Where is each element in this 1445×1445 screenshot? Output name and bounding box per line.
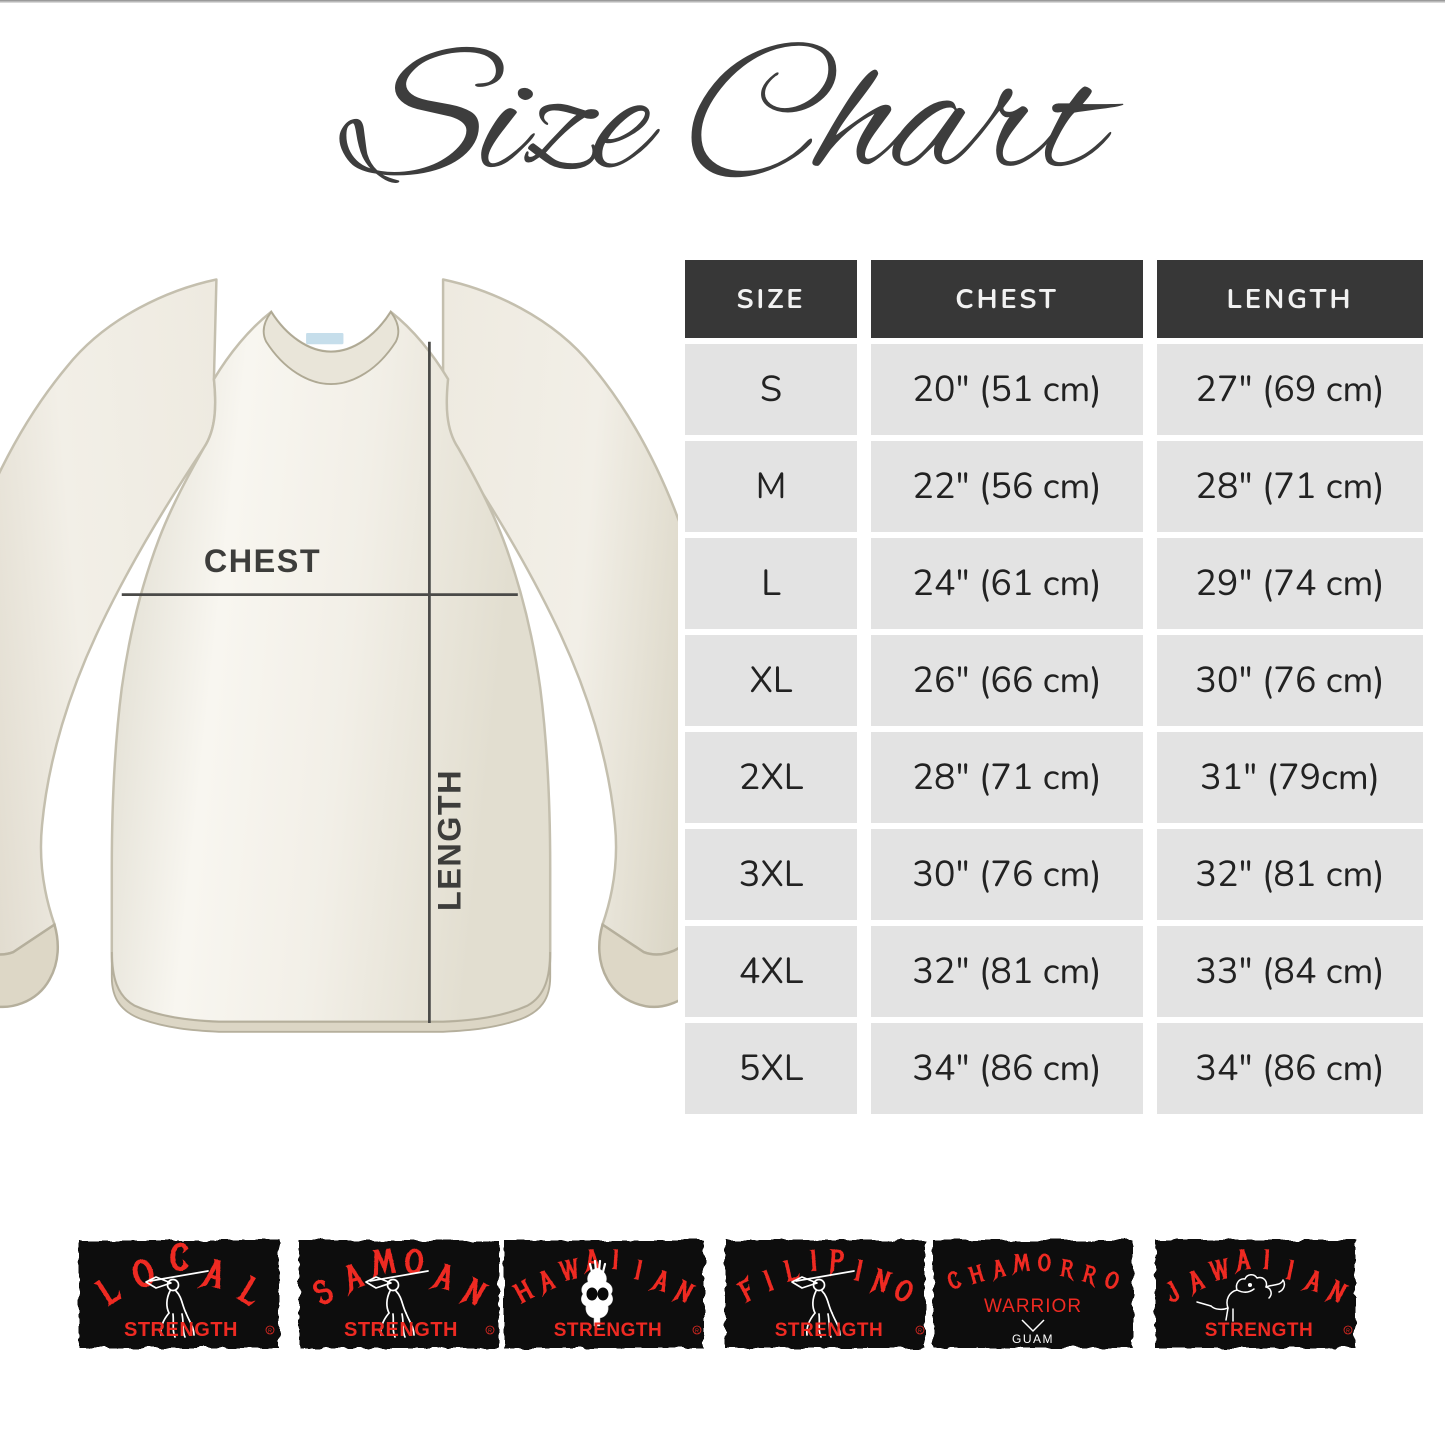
svg-text:R: R — [695, 1329, 699, 1335]
svg-text:LENGTH: LENGTH — [432, 769, 468, 911]
svg-text:STRENGTH: STRENGTH — [344, 1319, 458, 1341]
svg-text:R: R — [268, 1329, 272, 1335]
svg-text:M: M — [1010, 1248, 1031, 1279]
svg-text:GUAM: GUAM — [1012, 1332, 1054, 1346]
svg-text:WARRIOR: WARRIOR — [984, 1296, 1082, 1317]
svg-text:R: R — [918, 1329, 922, 1335]
svg-text:R: R — [488, 1329, 492, 1335]
svg-text:R: R — [1346, 1329, 1350, 1335]
svg-text:STRENGTH: STRENGTH — [124, 1319, 238, 1341]
svg-text:STRENGTH: STRENGTH — [1205, 1320, 1314, 1341]
svg-text:CHEST: CHEST — [204, 543, 321, 579]
svg-text:STRENGTH: STRENGTH — [775, 1320, 884, 1341]
svg-text:O: O — [1037, 1249, 1053, 1280]
svg-text:STRENGTH: STRENGTH — [554, 1320, 663, 1341]
